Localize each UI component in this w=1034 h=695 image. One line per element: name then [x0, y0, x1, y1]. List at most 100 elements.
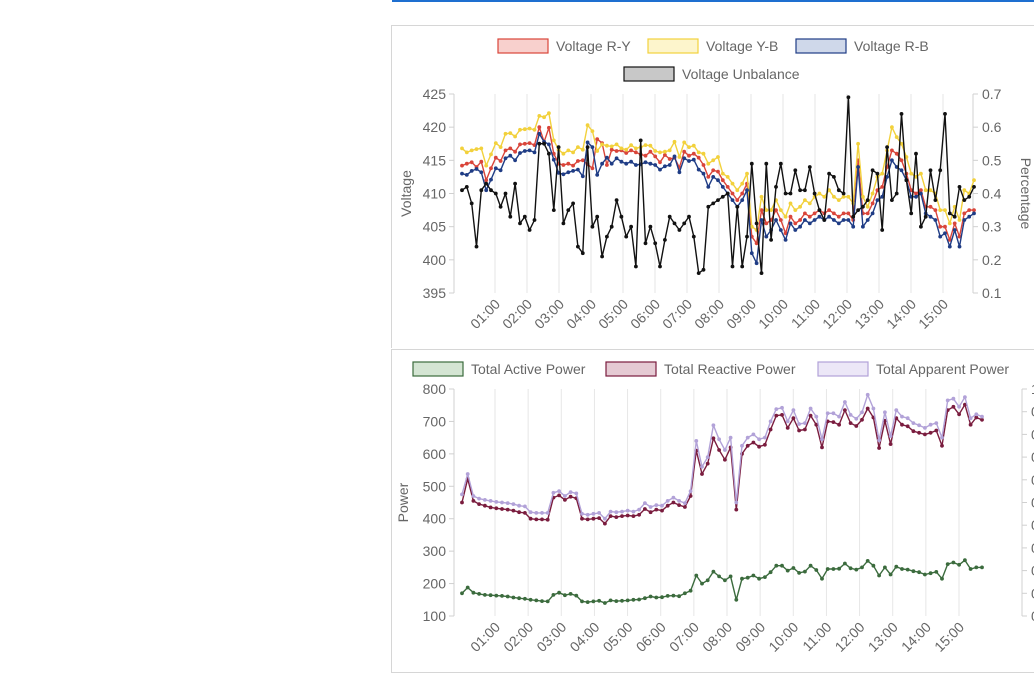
data-point	[475, 147, 479, 151]
data-point	[735, 205, 739, 209]
data-point	[717, 448, 721, 452]
data-point	[592, 512, 596, 516]
data-point	[653, 155, 657, 159]
data-point	[581, 158, 585, 162]
x-tick-label: 14:00	[883, 296, 919, 332]
legend-label-voltage-r-y: Voltage R-Y	[556, 38, 631, 54]
data-point	[603, 522, 607, 526]
data-point	[649, 162, 653, 166]
data-point	[479, 170, 483, 174]
data-point	[571, 164, 575, 168]
data-point	[957, 405, 961, 409]
data-point	[962, 218, 966, 222]
data-point	[780, 406, 784, 410]
data-point	[566, 162, 570, 166]
data-point	[734, 501, 738, 505]
x-tick-label: 10:00	[765, 619, 801, 655]
data-point	[789, 215, 793, 219]
data-point	[871, 192, 875, 196]
data-point	[866, 198, 870, 202]
data-point	[755, 222, 759, 226]
data-point	[663, 164, 667, 168]
data-point	[552, 208, 556, 212]
data-point	[866, 407, 870, 411]
data-point	[706, 205, 710, 209]
data-point	[763, 436, 767, 440]
data-point	[494, 166, 498, 170]
data-point	[938, 208, 942, 212]
data-point	[470, 202, 474, 206]
data-point	[697, 271, 701, 275]
data-point	[629, 160, 633, 164]
data-point	[649, 595, 653, 599]
data-point	[700, 582, 704, 586]
data-point	[849, 566, 853, 570]
data-point	[872, 564, 876, 568]
data-point	[837, 415, 841, 419]
legend-swatch-total-reactive-power	[606, 362, 656, 376]
data-point	[789, 202, 793, 206]
data-point	[653, 241, 657, 245]
data-point	[969, 416, 973, 420]
data-point	[914, 192, 918, 196]
data-point	[581, 148, 585, 152]
data-point	[566, 170, 570, 174]
data-point	[814, 568, 818, 572]
data-point	[952, 405, 956, 409]
data-point	[740, 198, 744, 202]
data-point	[702, 268, 706, 272]
data-point	[692, 235, 696, 239]
data-point	[563, 498, 567, 502]
data-point	[716, 198, 720, 202]
top-accent-line	[392, 0, 1034, 2]
data-point	[972, 208, 976, 212]
data-point	[780, 564, 784, 568]
y-tick-label: 425	[423, 86, 447, 102]
data-point	[580, 517, 584, 521]
data-point	[820, 577, 824, 581]
y-tick-label: 800	[423, 381, 447, 397]
data-point	[860, 410, 864, 414]
data-point	[466, 586, 470, 590]
data-point	[760, 195, 764, 199]
data-point	[827, 172, 831, 176]
data-point	[658, 160, 662, 164]
data-point	[702, 172, 706, 176]
data-point	[537, 142, 541, 146]
data-point	[763, 443, 767, 447]
data-point	[798, 218, 802, 222]
data-point	[518, 128, 522, 132]
data-point	[682, 156, 686, 160]
x-tick-label: 06:00	[627, 296, 663, 332]
data-point	[793, 228, 797, 232]
data-point	[470, 149, 474, 153]
data-point	[894, 408, 898, 412]
data-point	[610, 148, 614, 152]
data-point	[958, 218, 962, 222]
data-point	[586, 600, 590, 604]
data-point	[953, 228, 957, 232]
data-point	[826, 411, 830, 415]
legend-label-voltage-unbalance: Voltage Unbalance	[682, 66, 800, 82]
data-point	[508, 215, 512, 219]
data-point	[813, 218, 817, 222]
x-tick-label: 11:00	[799, 619, 835, 655]
data-point	[668, 215, 672, 219]
data-point	[566, 208, 570, 212]
data-point	[494, 141, 498, 145]
data-point	[822, 218, 826, 222]
x-tick-label: 03:00	[531, 296, 567, 332]
data-point	[871, 202, 875, 206]
data-point	[460, 172, 464, 176]
data-point	[484, 182, 488, 186]
data-point	[972, 178, 976, 182]
data-point	[603, 601, 607, 605]
y-tick-label: 200	[423, 576, 447, 592]
data-point	[900, 567, 904, 571]
data-point	[581, 174, 585, 178]
data-point	[774, 185, 778, 189]
data-point	[609, 514, 613, 518]
data-point	[620, 215, 624, 219]
data-point	[900, 415, 904, 419]
data-point	[974, 566, 978, 570]
